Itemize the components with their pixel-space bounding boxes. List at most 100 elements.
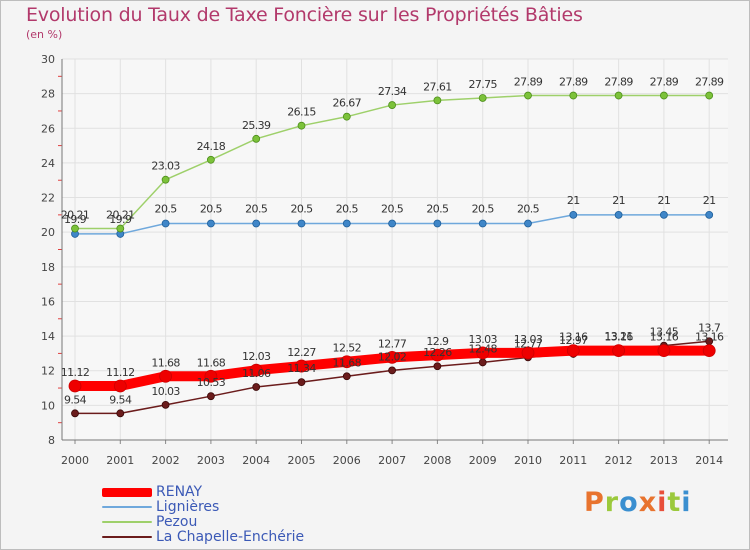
data-point-pezou bbox=[297, 121, 306, 130]
data-label-la-chapelle: 13.21 bbox=[604, 330, 633, 343]
data-label-lignieres: 21 bbox=[657, 194, 670, 207]
data-label-pezou: 27.89 bbox=[604, 76, 633, 89]
data-point-la-chapelle bbox=[116, 409, 125, 418]
data-point-la-chapelle bbox=[161, 400, 170, 409]
data-label-lignieres: 19.9 bbox=[109, 213, 132, 226]
x-tick-label: 2008 bbox=[423, 454, 451, 467]
x-tick-label: 2009 bbox=[469, 454, 497, 467]
data-point-la-chapelle bbox=[342, 372, 351, 381]
logo-letter: x bbox=[638, 487, 658, 518]
x-tick-label: 2007 bbox=[378, 454, 406, 467]
data-point-lignieres bbox=[388, 219, 397, 228]
data-label-la-chapelle: 9.54 bbox=[64, 393, 87, 406]
data-point-renay bbox=[340, 355, 354, 369]
data-label-la-chapelle: 12.02 bbox=[378, 350, 407, 363]
data-point-lignieres bbox=[252, 219, 261, 228]
data-point-renay bbox=[204, 369, 218, 383]
data-label-lignieres: 20.5 bbox=[155, 203, 178, 216]
legend-item-pezou: Pezou bbox=[102, 514, 197, 530]
x-tick-label: 2001 bbox=[106, 454, 134, 467]
data-point-lignieres bbox=[297, 219, 306, 228]
data-point-pezou bbox=[433, 96, 442, 105]
data-label-la-chapelle: 11.68 bbox=[333, 356, 362, 369]
data-point-renay bbox=[295, 359, 308, 373]
x-tick-label: 2011 bbox=[559, 454, 587, 467]
chart-unit-label: (en %) bbox=[26, 28, 63, 41]
data-point-lignieres bbox=[161, 219, 170, 228]
proxiti-logo: Proxiti bbox=[584, 487, 692, 518]
data-point-la-chapelle bbox=[478, 358, 487, 367]
data-point-la-chapelle bbox=[206, 392, 215, 401]
data-point-renay bbox=[159, 369, 173, 383]
data-label-la-chapelle: 11.06 bbox=[242, 367, 271, 380]
data-point-pezou bbox=[388, 101, 397, 109]
x-tick-label: 2003 bbox=[197, 454, 225, 467]
data-label-lignieres: 20.5 bbox=[426, 203, 449, 216]
data-label-la-chapelle: 9.54 bbox=[109, 393, 132, 406]
data-point-la-chapelle bbox=[252, 383, 261, 391]
legend-item-la-chapelle: La Chapelle-Enchérie bbox=[102, 529, 304, 545]
data-point-renay bbox=[612, 344, 625, 358]
data-label-renay: 11.68 bbox=[151, 356, 180, 369]
chart-title: Evolution du Taux de Taxe Foncière sur l… bbox=[26, 4, 583, 26]
data-label-la-chapelle: 11.34 bbox=[287, 362, 316, 375]
y-tick-label: 18 bbox=[41, 261, 55, 274]
data-label-renay: 13.16 bbox=[604, 331, 633, 344]
data-label-lignieres: 21 bbox=[703, 194, 716, 207]
data-label-pezou: 26.67 bbox=[333, 97, 362, 110]
data-label-pezou: 24.18 bbox=[197, 140, 226, 153]
data-label-lignieres: 20.5 bbox=[290, 203, 313, 216]
data-point-lignieres bbox=[705, 210, 714, 219]
y-tick-label: 24 bbox=[41, 157, 55, 170]
data-label-pezou: 27.89 bbox=[514, 76, 543, 89]
legend-label-la-chapelle: La Chapelle-Enchérie bbox=[156, 529, 305, 545]
data-label-pezou: 25.39 bbox=[242, 119, 271, 132]
data-point-renay bbox=[68, 379, 82, 393]
data-label-renay: 12.27 bbox=[287, 346, 316, 359]
data-point-la-chapelle bbox=[433, 362, 442, 371]
legend-swatch-la-chapelle bbox=[102, 536, 152, 538]
x-tick-label: 2000 bbox=[61, 454, 89, 467]
data-label-renay: 13.16 bbox=[559, 331, 588, 344]
data-label-la-chapelle: 12.48 bbox=[468, 342, 497, 355]
legend-label-lignieres: Lignières bbox=[156, 499, 220, 515]
data-label-renay: 12.77 bbox=[378, 337, 407, 350]
data-label-pezou: 20.21 bbox=[106, 209, 135, 222]
data-label-la-chapelle: 12.77 bbox=[514, 337, 543, 350]
logo-letter: r bbox=[604, 487, 620, 518]
data-point-renay bbox=[657, 344, 671, 358]
x-tick-label: 2012 bbox=[605, 454, 633, 467]
data-label-renay: 12.9 bbox=[426, 335, 449, 348]
data-label-renay: 13.03 bbox=[468, 333, 497, 346]
data-label-pezou: 23.03 bbox=[151, 160, 180, 173]
x-tick-label: 2013 bbox=[650, 454, 678, 467]
data-point-pezou bbox=[524, 91, 532, 100]
data-point-lignieres bbox=[206, 219, 215, 228]
logo-letter: t bbox=[667, 487, 682, 518]
data-point-la-chapelle bbox=[388, 366, 397, 375]
data-label-pezou: 27.89 bbox=[559, 76, 588, 89]
data-point-renay bbox=[385, 350, 399, 364]
data-label-la-chapelle: 12.97 bbox=[559, 334, 588, 347]
y-tick-label: 22 bbox=[41, 192, 55, 205]
data-point-renay bbox=[430, 348, 444, 362]
data-point-renay bbox=[566, 344, 580, 358]
legend-item-renay: RENAY bbox=[102, 484, 202, 500]
legend-swatch-renay bbox=[102, 487, 152, 497]
data-label-pezou: 26.15 bbox=[287, 106, 316, 119]
x-tick-label: 2006 bbox=[333, 454, 361, 467]
x-tick-label: 2002 bbox=[152, 454, 180, 467]
data-label-pezou: 20.21 bbox=[61, 209, 90, 222]
data-label-lignieres: 20.5 bbox=[472, 203, 495, 216]
data-label-renay: 13.03 bbox=[514, 333, 543, 346]
data-label-lignieres: 20.5 bbox=[245, 203, 268, 216]
data-point-lignieres bbox=[614, 210, 623, 219]
data-point-renay bbox=[249, 363, 263, 377]
y-tick-label: 30 bbox=[41, 53, 55, 66]
y-tick-label: 14 bbox=[41, 330, 55, 343]
data-point-pezou bbox=[161, 175, 170, 184]
data-point-pezou bbox=[660, 91, 668, 100]
data-label-la-chapelle: 13.7 bbox=[698, 321, 721, 334]
data-point-pezou bbox=[614, 91, 623, 100]
